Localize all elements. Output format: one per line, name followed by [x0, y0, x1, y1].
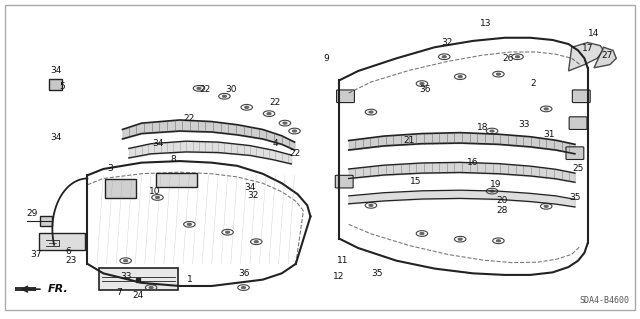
Text: 27: 27: [601, 51, 612, 60]
Circle shape: [458, 76, 462, 78]
Text: 19: 19: [490, 180, 501, 189]
Text: 18: 18: [477, 123, 488, 132]
Circle shape: [292, 130, 296, 132]
Circle shape: [197, 87, 201, 89]
Text: 13: 13: [480, 19, 492, 28]
Circle shape: [442, 56, 446, 58]
Circle shape: [188, 223, 191, 225]
Text: 35: 35: [569, 193, 580, 202]
Polygon shape: [40, 216, 52, 226]
Text: 6: 6: [65, 247, 71, 256]
Text: 23: 23: [66, 256, 77, 265]
Text: 30: 30: [225, 85, 237, 94]
FancyBboxPatch shape: [156, 173, 197, 187]
FancyBboxPatch shape: [572, 90, 590, 103]
Text: 14: 14: [588, 28, 600, 38]
Text: 21: 21: [404, 136, 415, 145]
Text: 36: 36: [419, 85, 431, 94]
Text: 12: 12: [333, 272, 345, 281]
Circle shape: [544, 205, 548, 207]
Text: 32: 32: [248, 191, 259, 200]
Text: 15: 15: [410, 177, 421, 186]
Polygon shape: [15, 287, 36, 291]
Circle shape: [223, 95, 227, 97]
Text: 34: 34: [244, 183, 255, 192]
FancyBboxPatch shape: [337, 90, 355, 103]
Text: 29: 29: [26, 209, 38, 218]
Circle shape: [226, 231, 230, 233]
Text: 34: 34: [50, 133, 61, 142]
Circle shape: [458, 238, 462, 240]
Circle shape: [156, 197, 159, 198]
Polygon shape: [594, 47, 616, 68]
Circle shape: [242, 286, 246, 288]
Text: 22: 22: [270, 98, 281, 107]
Text: 34: 34: [152, 139, 163, 148]
Circle shape: [283, 122, 287, 124]
Text: 4: 4: [273, 139, 278, 148]
FancyBboxPatch shape: [39, 234, 85, 250]
FancyBboxPatch shape: [335, 175, 353, 188]
Circle shape: [369, 204, 373, 206]
Circle shape: [149, 286, 153, 288]
Circle shape: [490, 190, 494, 192]
FancyBboxPatch shape: [566, 147, 584, 160]
Circle shape: [516, 56, 520, 58]
Circle shape: [420, 233, 424, 234]
Text: 22: 22: [200, 85, 211, 94]
Circle shape: [544, 108, 548, 110]
Text: 36: 36: [238, 269, 250, 278]
FancyBboxPatch shape: [99, 268, 178, 290]
Text: 35: 35: [372, 269, 383, 278]
Text: 22: 22: [289, 149, 300, 158]
Text: 34: 34: [50, 66, 61, 76]
Circle shape: [497, 73, 500, 75]
Text: 32: 32: [442, 38, 453, 47]
Circle shape: [124, 260, 127, 262]
Circle shape: [245, 106, 248, 108]
Text: 33: 33: [518, 120, 530, 129]
Text: FR.: FR.: [48, 284, 68, 294]
Circle shape: [497, 240, 500, 242]
Text: 7: 7: [116, 288, 122, 297]
Circle shape: [267, 113, 271, 115]
Text: 5: 5: [59, 82, 65, 91]
Text: SDA4-B4600: SDA4-B4600: [579, 296, 629, 305]
Text: 9: 9: [323, 54, 329, 63]
Text: 26: 26: [502, 54, 514, 63]
Text: 3: 3: [107, 165, 113, 174]
Circle shape: [369, 111, 373, 113]
Text: 33: 33: [120, 272, 131, 281]
Text: 28: 28: [496, 206, 508, 215]
Circle shape: [490, 130, 494, 132]
Text: 11: 11: [337, 256, 348, 265]
Text: 31: 31: [543, 130, 555, 139]
FancyBboxPatch shape: [569, 117, 587, 130]
Text: 17: 17: [582, 44, 593, 53]
Text: 20: 20: [496, 196, 508, 205]
Text: 22: 22: [184, 114, 195, 123]
Text: 10: 10: [148, 187, 160, 196]
Text: 8: 8: [171, 155, 176, 164]
Polygon shape: [568, 42, 604, 71]
Polygon shape: [49, 79, 62, 90]
Text: 2: 2: [531, 79, 536, 88]
Circle shape: [254, 241, 258, 243]
Text: 16: 16: [467, 158, 479, 167]
FancyBboxPatch shape: [105, 179, 136, 198]
Text: 37: 37: [31, 250, 42, 259]
Text: 24: 24: [132, 291, 144, 300]
Text: 25: 25: [572, 165, 584, 174]
Circle shape: [420, 83, 424, 85]
Text: 1: 1: [186, 275, 192, 284]
